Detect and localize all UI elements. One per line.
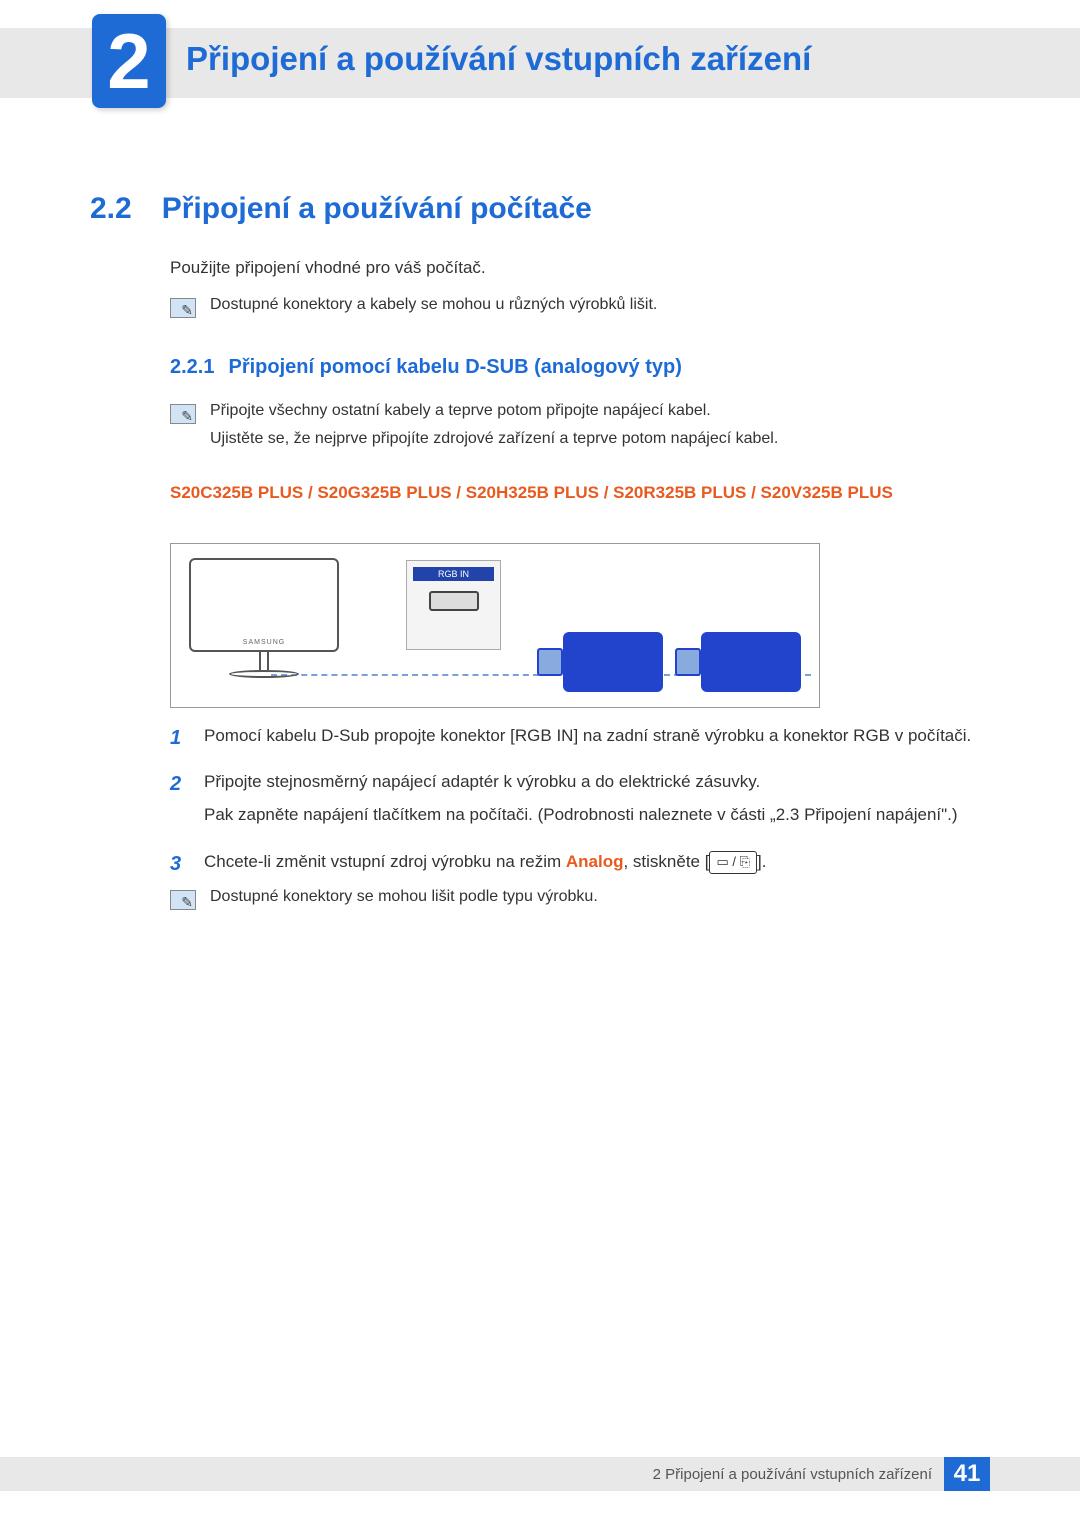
step-line: Pak zapněte napájení tlačítkem na počíta… xyxy=(204,801,958,828)
footer: 2 Připojení a používání vstupních zaříze… xyxy=(0,1457,1080,1491)
dsub-connector-icon xyxy=(701,632,801,692)
intro-paragraph: Použijte připojení vhodné pro váš počíta… xyxy=(170,258,990,278)
analog-mode-label: Analog xyxy=(566,852,624,871)
note-connectors-vary: Dostupné konektory a kabely se mohou u r… xyxy=(170,296,990,318)
connector-plug-icon xyxy=(675,648,701,676)
step-number: 1 xyxy=(170,722,188,754)
model-list-heading: S20C325B PLUS / S20G325B PLUS / S20H325B… xyxy=(170,480,990,506)
note-icon xyxy=(170,404,196,424)
port-panel-icon: RGB IN xyxy=(406,560,501,650)
step-text: Pomocí kabelu D-Sub propojte konektor [R… xyxy=(204,722,971,754)
port-slot-icon xyxy=(429,591,479,611)
note-text: Dostupné konektory a kabely se mohou u r… xyxy=(210,296,657,314)
port-label: RGB IN xyxy=(413,567,494,581)
note-line: Připojte všechny ostatní kabely a teprve… xyxy=(210,402,778,420)
monitor-icon: SAMSUNG xyxy=(189,558,339,698)
step-number: 3 xyxy=(170,848,188,880)
chapter-number-badge: 2 xyxy=(92,14,166,108)
step-text-mid: , stiskněte [ xyxy=(623,852,709,871)
dsub-connector-icon xyxy=(563,632,663,692)
step-item: 1 Pomocí kabelu D-Sub propojte konektor … xyxy=(170,722,990,754)
note-connection-order: Připojte všechny ostatní kabely a teprve… xyxy=(170,402,990,458)
subsection-heading: 2.2.1 Připojení pomocí kabelu D-SUB (ana… xyxy=(170,356,990,379)
monitor-brand-label: SAMSUNG xyxy=(191,639,337,646)
step-line: Připojte stejnosměrný napájecí adaptér k… xyxy=(204,768,958,795)
section-number: 2.2 xyxy=(90,192,132,226)
note-icon xyxy=(170,890,196,910)
chapter-title: Připojení a používání vstupních zařízení xyxy=(186,40,811,78)
page-number: 41 xyxy=(944,1457,990,1491)
note-text: Připojte všechny ostatní kabely a teprve… xyxy=(210,402,778,458)
steps-list: 1 Pomocí kabelu D-Sub propojte konektor … xyxy=(170,722,990,894)
note-icon xyxy=(170,298,196,318)
connection-diagram: SAMSUNG RGB IN xyxy=(170,543,820,708)
section-heading: 2.2 Připojení a používání počítače xyxy=(90,192,592,226)
note-line: Ujistěte se, že nejprve připojíte zdrojo… xyxy=(210,430,778,448)
note-text: Dostupné konektory se mohou lišit podle … xyxy=(210,888,598,906)
step-number: 2 xyxy=(170,768,188,834)
step-item: 2 Připojte stejnosměrný napájecí adaptér… xyxy=(170,768,990,834)
step-text: Chcete-li změnit vstupní zdroj výrobku n… xyxy=(204,848,766,880)
step-item: 3 Chcete-li změnit vstupní zdroj výrobku… xyxy=(170,848,990,880)
step-text-pre: Chcete-li změnit vstupní zdroj výrobku n… xyxy=(204,852,566,871)
footer-chapter-label: 2 Připojení a používání vstupních zaříze… xyxy=(653,1466,932,1483)
subsection-number: 2.2.1 xyxy=(170,356,214,379)
section-title: Připojení a používání počítače xyxy=(162,192,592,226)
note-connectors-vary-by-product: Dostupné konektory se mohou lišit podle … xyxy=(170,888,990,910)
source-button-icon: ▭ / ⎘ xyxy=(709,851,757,874)
step-text: Připojte stejnosměrný napájecí adaptér k… xyxy=(204,768,958,834)
subsection-title: Připojení pomocí kabelu D-SUB (analogový… xyxy=(228,356,681,379)
connector-plug-icon xyxy=(537,648,563,676)
step-text-post: ]. xyxy=(757,852,766,871)
